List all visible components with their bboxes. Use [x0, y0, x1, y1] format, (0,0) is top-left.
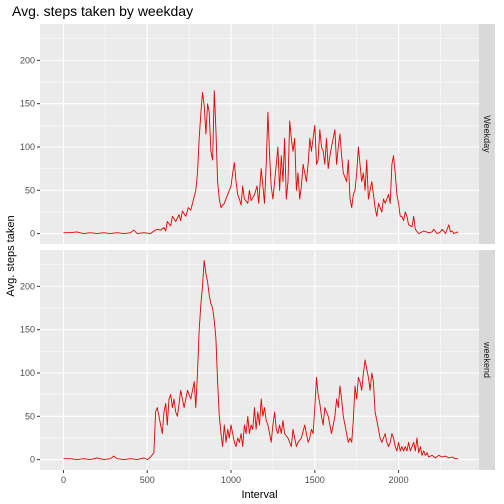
x-axis: 0 500 1000 1500 2000 [61, 470, 409, 485]
y-tick-label: 0 [30, 229, 35, 239]
facet-label: weekend [482, 341, 492, 378]
x-tick-label: 1500 [305, 475, 325, 485]
facet-strip [479, 24, 495, 244]
panel-weekend: 0 50 100 150 200 weekend [20, 250, 495, 470]
y-tick-label: 150 [20, 99, 35, 109]
y-tick-label: 50 [25, 411, 35, 421]
panel-weekday: 0 50 100 150 200 Weekday [20, 24, 495, 244]
y-tick-label: 200 [20, 55, 35, 65]
x-tick-label: 1000 [221, 475, 241, 485]
x-axis-title: Interval [241, 489, 277, 501]
y-axis-title: Avg. steps taken [5, 215, 17, 296]
y-tick-label: 0 [30, 455, 35, 465]
facet-strip [479, 250, 495, 470]
x-tick-label: 0 [61, 475, 66, 485]
y-tick-label: 100 [20, 368, 35, 378]
x-tick-label: 500 [140, 475, 155, 485]
y-tick-label: 100 [20, 142, 35, 152]
series-line-weekday [63, 90, 459, 235]
x-tick-label: 2000 [389, 475, 409, 485]
y-tick-label: 50 [25, 185, 35, 195]
series-line-weekend [63, 259, 459, 461]
chart-panels: 0 50 100 150 200 Weekday 0 50 100 150 200 weekend 0 5… [20, 24, 495, 485]
y-tick-label: 200 [20, 281, 35, 291]
panel-background [40, 250, 479, 470]
panel-background [40, 24, 479, 244]
chart-title: Avg. steps taken by weekday [12, 3, 193, 19]
y-tick-label: 150 [20, 325, 35, 335]
facet-label: Weekday [482, 115, 492, 153]
